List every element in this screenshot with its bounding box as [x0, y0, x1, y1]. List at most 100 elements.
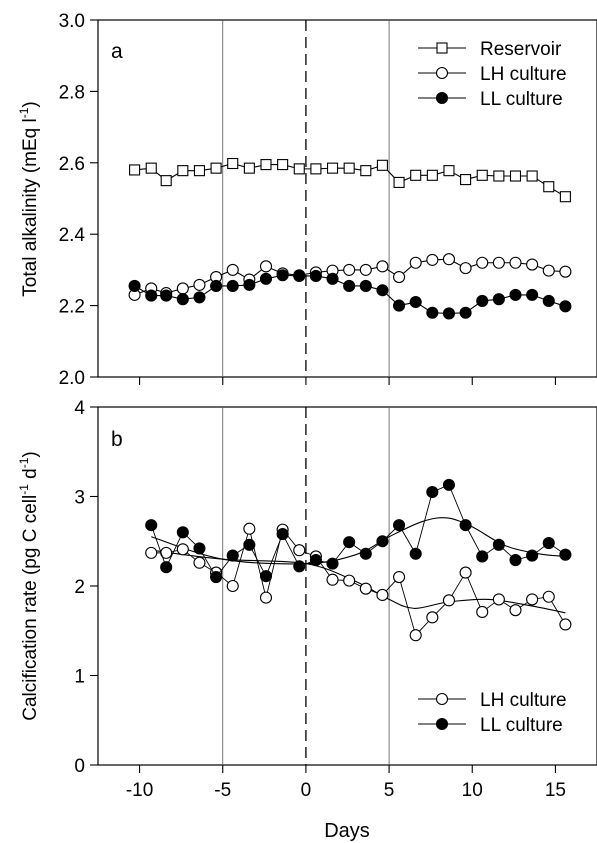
data-point [542, 264, 555, 277]
data-point [193, 556, 206, 569]
data-point [426, 611, 439, 624]
data-point [443, 165, 455, 177]
data-point [426, 169, 438, 181]
data-point [227, 157, 239, 170]
data-point [426, 306, 439, 319]
data-point [509, 553, 522, 567]
data-point [128, 279, 141, 293]
data-point [410, 169, 422, 181]
data-point [160, 289, 173, 302]
data-point [509, 170, 522, 182]
data-point [193, 542, 206, 555]
data-point [442, 594, 456, 607]
panel-b: 0 1 2 3 4 b Calcification rate (pg C cell-1 … [17, 398, 597, 777]
legend-label: LH culture [480, 64, 567, 85]
data-point [559, 548, 572, 561]
x-tick-label: 0 [301, 780, 312, 801]
y-tick-label: 3.0 [59, 11, 85, 32]
data-point [409, 629, 422, 642]
legend-marker [435, 717, 449, 731]
data-point [476, 605, 489, 619]
data-point [509, 256, 522, 269]
data-point [326, 162, 339, 174]
data-point [260, 159, 272, 171]
data-point [426, 485, 439, 499]
data-point [343, 279, 356, 293]
panel-a-y-axis-label: Total alkalinity (mEq l-1) [17, 101, 41, 296]
data-point [459, 306, 472, 319]
data-point [393, 519, 406, 532]
data-point [376, 284, 389, 297]
data-point [243, 522, 256, 535]
y-tick-label: 2.4 [59, 225, 86, 246]
data-point [259, 272, 273, 285]
data-point [442, 307, 456, 320]
data-point [393, 176, 405, 188]
panel-a-legend: Reservoir LH culture LL culture [418, 39, 567, 110]
x-tick-label: -10 [126, 780, 153, 801]
series-filled-circle [145, 478, 572, 584]
data-point [309, 553, 322, 567]
data-point [476, 169, 488, 181]
legend-label: Reservoir [480, 39, 562, 60]
data-point [129, 164, 141, 176]
data-point [160, 561, 173, 574]
x-tick-label: 15 [545, 780, 566, 801]
data-point [145, 519, 158, 532]
data-point [343, 162, 355, 174]
y-tick-label: 4 [74, 398, 85, 419]
data-point [509, 288, 522, 301]
data-point [326, 573, 339, 586]
panel-a-label: a [111, 40, 123, 63]
data-point [277, 159, 289, 171]
panel-b-legend: LH culture LL culture [418, 690, 567, 736]
y-tick-label: 0 [74, 756, 85, 777]
data-point [459, 262, 472, 275]
data-point [259, 260, 273, 273]
legend-marker [436, 42, 448, 54]
data-point [409, 295, 422, 309]
data-point [542, 294, 555, 308]
data-point [526, 549, 539, 562]
data-point [359, 582, 372, 595]
data-point [509, 604, 522, 617]
data-point [326, 557, 339, 570]
data-point [476, 550, 489, 563]
data-point [243, 162, 255, 174]
data-point [376, 535, 389, 548]
data-point [376, 260, 389, 273]
data-point [476, 256, 489, 269]
data-point [176, 293, 189, 306]
data-point [176, 282, 189, 295]
data-point [526, 258, 539, 271]
data-point [526, 170, 538, 182]
y-tick-label: 3 [74, 488, 85, 509]
data-point [309, 269, 322, 283]
data-point [243, 278, 256, 291]
data-point [226, 549, 239, 562]
y-tick-label: 2.2 [59, 297, 85, 318]
data-point [460, 174, 472, 186]
data-point [293, 163, 305, 175]
data-point [476, 294, 489, 308]
data-point [409, 256, 422, 269]
data-point [442, 253, 456, 266]
legend-marker [435, 91, 449, 105]
trend-line [151, 549, 566, 614]
y-tick-label: 2.6 [59, 154, 85, 175]
data-point [442, 478, 456, 491]
data-point [542, 590, 555, 603]
data-point [493, 170, 505, 182]
x-axis-label: Days [324, 820, 370, 842]
series-open-circle [145, 522, 572, 642]
data-point [542, 536, 555, 550]
data-point [526, 288, 539, 301]
data-point [259, 570, 273, 583]
data-point [326, 272, 339, 285]
data-point [145, 289, 158, 302]
data-point [276, 269, 289, 282]
data-point [492, 256, 505, 269]
data-point [359, 263, 372, 276]
legend-label: LL culture [480, 715, 563, 736]
series-connector-line [150, 484, 566, 578]
